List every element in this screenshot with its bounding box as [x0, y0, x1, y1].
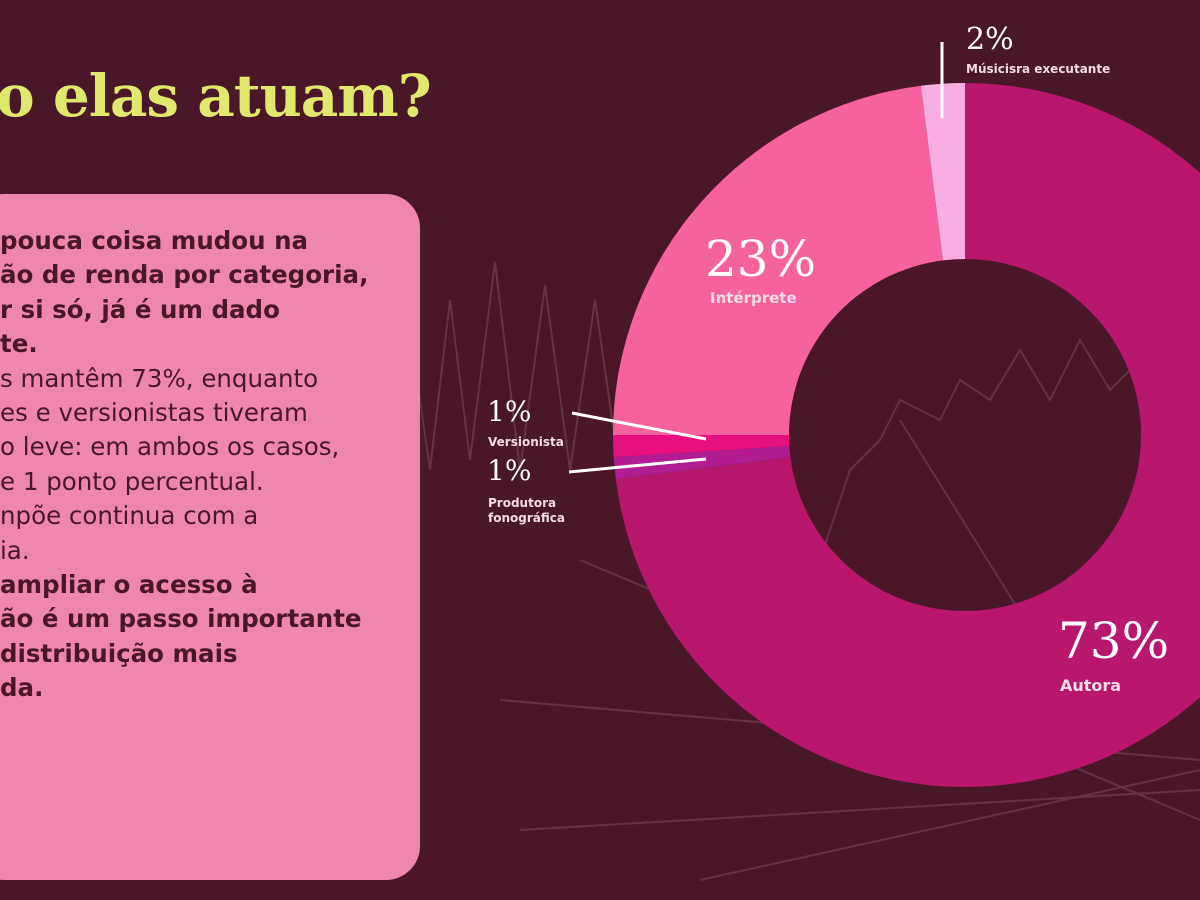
summary-line: s mantêm 73%, enquanto — [0, 363, 319, 393]
data-label-versionista: Versionista — [488, 435, 564, 449]
summary-line: o leve: em ambos os casos, — [0, 432, 340, 462]
data-label-musicista-value: 2% — [966, 22, 1014, 57]
data-label-produtora: Produtora fonográfica — [488, 496, 565, 525]
summary-line: ão é um passo importante — [0, 604, 362, 634]
donut-slice-produtora-fonogr-fica — [613, 446, 791, 480]
summary-line: ão de renda por categoria, — [0, 260, 369, 290]
summary-line: e 1 ponto percentual. — [0, 466, 264, 496]
data-label-interprete: Intérprete — [710, 289, 797, 307]
summary-line: r si só, já é um dado — [0, 294, 280, 324]
summary-line: npõe continua com a — [0, 501, 259, 531]
data-label-produtora-word: fonográfica — [488, 511, 565, 525]
data-label-produtora-value: 1% — [487, 454, 531, 487]
summary-line: pouca coisa mudou na — [0, 226, 309, 255]
data-label-produtora-word: Produtora — [488, 496, 556, 510]
summary-box — [0, 194, 420, 880]
summary-line: ia. — [0, 535, 30, 565]
donut-slice-versionista — [613, 435, 790, 458]
donut-slice-autora — [615, 83, 1200, 787]
summary-line: distribuição mais — [0, 638, 238, 668]
leader-line-versionista — [571, 411, 707, 441]
summary-line: es e versionistas tiveram — [0, 398, 308, 428]
data-label-autora-value: 73% — [1058, 612, 1169, 670]
data-label-autora: Autora — [1060, 676, 1121, 695]
donut-slice-m-sicisra-executante — [920, 83, 965, 261]
donut-slice-int-rprete — [613, 85, 943, 435]
summary-text: pouca coisa mudou na ão de renda por cate… — [0, 224, 420, 706]
data-label-musicista: Músicisra executante — [966, 62, 1110, 76]
data-label-interprete-value: 23% — [705, 230, 816, 288]
page-title: o elas atuam? — [0, 62, 432, 130]
summary-line: ampliar o acesso à — [0, 570, 258, 600]
summary-line: te. — [0, 329, 38, 359]
summary-line: da. — [0, 673, 44, 703]
leader-line-produtora — [568, 457, 707, 474]
data-label-versionista-value: 1% — [487, 395, 531, 428]
